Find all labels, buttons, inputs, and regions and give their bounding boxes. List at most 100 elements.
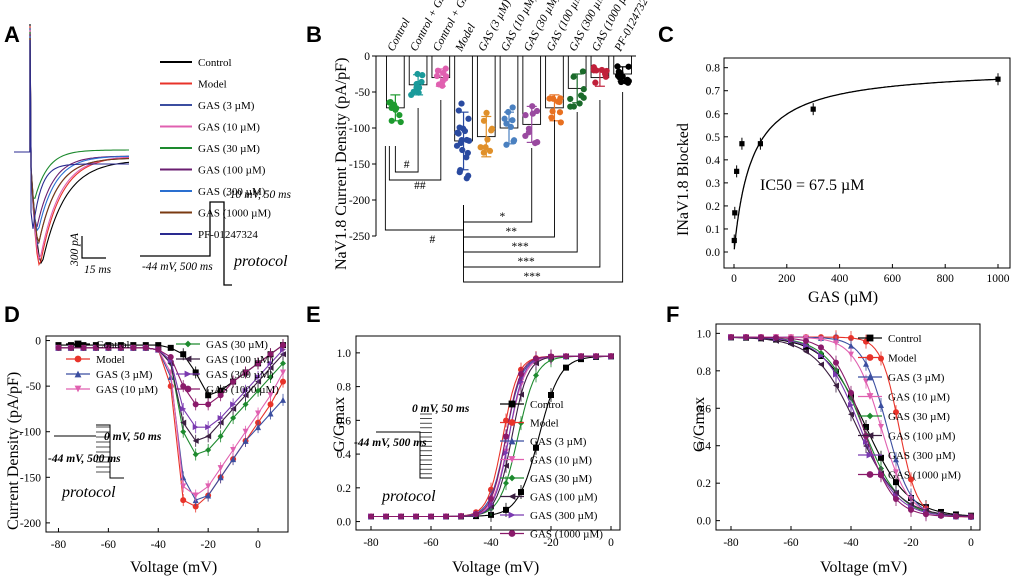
panel-b: B NaV1.8 Current Density (pA/pF) 0 -50 -10… bbox=[306, 0, 653, 283]
series-marker bbox=[155, 346, 162, 353]
xtick-label: -40 bbox=[483, 537, 499, 549]
legend-label: GAS (100 µM) bbox=[888, 431, 956, 443]
panel-c-xlabel: GAS (µM) bbox=[808, 289, 878, 306]
series-marker bbox=[267, 374, 274, 381]
series-marker bbox=[818, 352, 824, 359]
panel-a-legend-label: Control bbox=[198, 57, 232, 69]
panel-d-ylabel: Current Density (pA/pF) bbox=[5, 372, 22, 530]
panel-b-point bbox=[465, 115, 472, 122]
panel-b-sig-label: ## bbox=[414, 180, 426, 192]
panel-b-sig-label: *** bbox=[512, 241, 529, 253]
series-marker bbox=[217, 415, 224, 422]
panel-a-legend-label: GAS (10 µM) bbox=[198, 122, 260, 134]
series-marker bbox=[863, 424, 869, 430]
panel-b-point bbox=[579, 68, 587, 75]
panel-c-ylabel: INaV1.8 Blocked bbox=[675, 123, 692, 236]
series-marker bbox=[192, 424, 199, 431]
series-marker bbox=[518, 391, 524, 398]
panel-b-significance: ####************ bbox=[384, 92, 624, 283]
plot-frame bbox=[715, 323, 981, 531]
legend-label: GAS (3 µM) bbox=[96, 369, 153, 381]
series-marker bbox=[833, 340, 839, 347]
panel-b-point bbox=[455, 130, 462, 137]
series-marker bbox=[255, 410, 262, 417]
panel-b-point bbox=[505, 108, 512, 116]
panel-b-point bbox=[414, 70, 421, 78]
series-marker bbox=[848, 334, 854, 341]
series-marker bbox=[893, 456, 899, 463]
panel-b-point bbox=[580, 94, 587, 101]
series-marker bbox=[848, 389, 854, 396]
series-marker bbox=[192, 401, 199, 408]
series-marker bbox=[503, 506, 509, 513]
series-marker bbox=[230, 456, 237, 463]
panel-e-legend: Control Model GAS (3 µM) GAS (10 µM) GAS (30… bbox=[500, 399, 603, 541]
panel-c-point bbox=[732, 210, 738, 216]
panel-c-xtick-label: 200 bbox=[778, 273, 796, 285]
panel-b-point bbox=[567, 95, 574, 103]
panel-b-point bbox=[477, 144, 484, 151]
series-marker bbox=[953, 513, 959, 520]
panel-e-protocol-label: protocol bbox=[381, 488, 436, 505]
series-marker bbox=[217, 433, 224, 440]
panel-b-ytick-label: -200 bbox=[349, 195, 370, 207]
panel-b-bracket bbox=[394, 108, 419, 173]
panel-b-bracket bbox=[388, 100, 442, 181]
panel-c-ytick-label: 0.5 bbox=[706, 132, 721, 144]
legend-label: GAS (1000 µM) bbox=[530, 529, 603, 541]
panel-b-point bbox=[556, 109, 564, 116]
panel-b-label: B bbox=[306, 22, 322, 47]
panel-c-point bbox=[757, 141, 763, 147]
xtick-label: 0 bbox=[255, 539, 261, 551]
panel-b-point bbox=[509, 117, 516, 124]
series-marker bbox=[866, 373, 874, 381]
series-marker bbox=[508, 400, 516, 408]
panel-a-trace bbox=[14, 37, 129, 244]
series-marker bbox=[833, 359, 839, 366]
panel-b-point bbox=[419, 72, 426, 79]
series-marker bbox=[267, 351, 274, 358]
panel-f-fit-curve bbox=[731, 337, 972, 517]
series-marker bbox=[878, 424, 884, 430]
panel-f-ylabel: G/Gmax bbox=[691, 397, 708, 452]
legend-label: GAS (100 µM) bbox=[206, 354, 274, 366]
legend-label: GAS (100 µM) bbox=[530, 492, 598, 504]
series-marker bbox=[458, 513, 464, 520]
panel-b-point bbox=[549, 108, 556, 115]
panel-a-protocol-step: -10 mV, 50 ms bbox=[226, 189, 291, 201]
panel-a-legend-label: GAS (3 µM) bbox=[198, 100, 255, 112]
panel-b-point bbox=[507, 123, 514, 131]
panel-c-point bbox=[731, 237, 737, 244]
series-marker bbox=[758, 334, 764, 341]
panel-b-point bbox=[522, 112, 529, 119]
panel-a-protocol-hold: -44 mV, 500 ms bbox=[142, 261, 213, 273]
panel-b-ytick-label: -250 bbox=[349, 231, 370, 243]
series-marker bbox=[533, 372, 539, 379]
panel-b-point bbox=[457, 167, 464, 174]
series-marker bbox=[818, 344, 824, 351]
panel-b-point bbox=[397, 118, 404, 126]
series-marker bbox=[205, 492, 212, 499]
panel-a-traces bbox=[14, 23, 130, 267]
ytick-label: 0.0 bbox=[337, 517, 352, 529]
panel-e-ylabel: G/Gmax bbox=[331, 397, 348, 452]
panel-b-point bbox=[503, 141, 510, 148]
series-marker bbox=[192, 492, 199, 499]
ytick-label: 0 bbox=[35, 336, 41, 348]
series-marker bbox=[192, 451, 199, 458]
panel-a-legend-label: PF-01247324 bbox=[198, 229, 258, 241]
panel-d-protocol-step: 0 mV, 50 ms bbox=[104, 431, 162, 443]
panel-b-point bbox=[525, 129, 532, 136]
ytick-label: -150 bbox=[20, 472, 41, 484]
series-marker bbox=[267, 410, 274, 417]
series-marker bbox=[508, 437, 516, 445]
series-marker bbox=[803, 342, 809, 349]
panel-f-fit-curve bbox=[731, 336, 971, 518]
panel-b-point bbox=[546, 95, 553, 102]
panel-e-protocol-trace bbox=[376, 431, 432, 479]
panel-b-point bbox=[532, 140, 539, 147]
panel-d-plot: 0-50-100-150-200-80 -60 -40 -20 0 bbox=[20, 335, 289, 551]
panel-b-point bbox=[533, 107, 541, 115]
series-marker bbox=[205, 433, 212, 440]
panel-b-point bbox=[486, 147, 494, 154]
